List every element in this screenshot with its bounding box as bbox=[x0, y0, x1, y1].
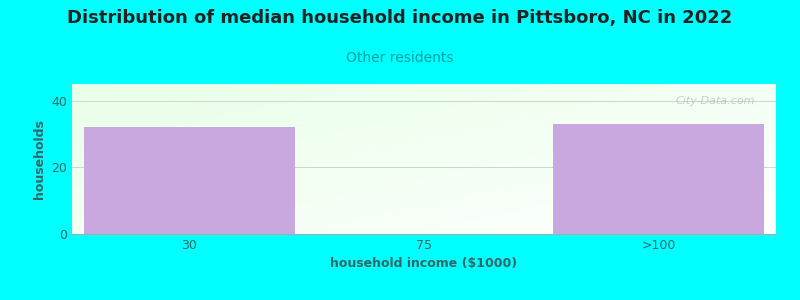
Y-axis label: households: households bbox=[33, 119, 46, 199]
X-axis label: household income ($1000): household income ($1000) bbox=[330, 257, 518, 270]
Bar bbox=[553, 124, 764, 234]
Bar bbox=[84, 127, 295, 234]
Text: Distribution of median household income in Pittsboro, NC in 2022: Distribution of median household income … bbox=[67, 9, 733, 27]
Text: City-Data.com: City-Data.com bbox=[675, 96, 755, 106]
Text: Other residents: Other residents bbox=[346, 51, 454, 65]
